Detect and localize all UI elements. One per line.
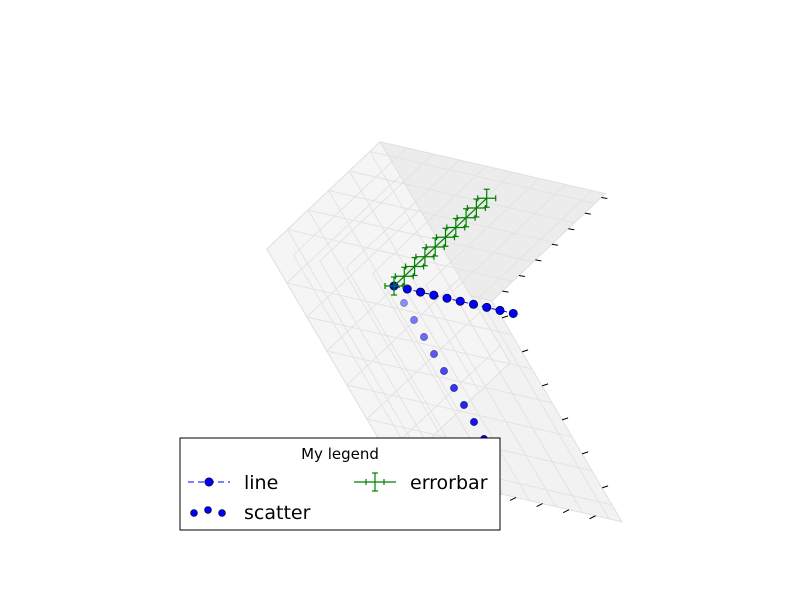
scatter-point bbox=[450, 384, 458, 392]
grid-line-x bbox=[292, 147, 424, 477]
legend-items: line errorbar scatter bbox=[188, 472, 488, 524]
legend: My legend line errorbar scatter bbox=[179, 437, 501, 531]
legend-label: scatter bbox=[244, 502, 311, 524]
tick-x bbox=[509, 497, 517, 501]
tick-z bbox=[601, 197, 608, 199]
line-series-path bbox=[393, 285, 514, 314]
tick-x bbox=[562, 509, 570, 514]
tick-x bbox=[589, 515, 596, 520]
scatter-point bbox=[430, 350, 438, 358]
tick-y bbox=[581, 451, 589, 455]
legend-label: errorbar bbox=[410, 472, 488, 494]
scatter-point bbox=[440, 367, 448, 375]
tick-z bbox=[568, 228, 575, 231]
grid-line-z bbox=[327, 189, 555, 412]
grid-line-y bbox=[285, 175, 513, 336]
line-point bbox=[455, 296, 465, 306]
grid-line-y bbox=[325, 243, 553, 404]
legend-entry-scatter: scatter bbox=[190, 502, 311, 524]
tick-y bbox=[601, 485, 609, 489]
tick-z bbox=[535, 259, 542, 262]
tick-z bbox=[551, 243, 558, 246]
scatter-point bbox=[420, 333, 428, 341]
line-point bbox=[508, 308, 518, 318]
line-point bbox=[468, 299, 478, 309]
axes-grid bbox=[285, 147, 613, 520]
tick-y bbox=[541, 383, 549, 387]
plot-area bbox=[384, 188, 518, 443]
grid-line-y bbox=[365, 311, 593, 472]
scatter-point bbox=[410, 316, 418, 324]
grid-line-x bbox=[345, 159, 477, 489]
line-point bbox=[429, 290, 439, 300]
back-left-pane bbox=[266, 141, 511, 471]
line-point bbox=[402, 284, 412, 294]
grid-line-z bbox=[348, 170, 575, 393]
line-point bbox=[442, 293, 452, 303]
legend-entry-line: line bbox=[188, 472, 278, 494]
tick-y bbox=[521, 349, 529, 353]
tick-z bbox=[518, 275, 525, 277]
grid-line-x bbox=[478, 190, 610, 520]
scatter-point bbox=[400, 299, 408, 307]
grid-line-y bbox=[305, 209, 533, 370]
grid-line-y bbox=[345, 277, 573, 438]
scatter-point bbox=[460, 401, 468, 409]
tick-x bbox=[536, 503, 543, 507]
grid-line-x bbox=[372, 165, 504, 495]
tick-y bbox=[501, 315, 509, 319]
scatter-point bbox=[470, 418, 478, 426]
legend-entry-errorbar: errorbar bbox=[354, 472, 488, 494]
errorbar-series-path bbox=[393, 197, 488, 287]
legend-box bbox=[179, 437, 501, 531]
grid-line-z bbox=[307, 209, 534, 432]
tick-z bbox=[584, 212, 591, 215]
legend-scatter-marker bbox=[190, 509, 198, 517]
line-point bbox=[482, 302, 492, 312]
axes-panes bbox=[265, 141, 624, 523]
legend-scatter-marker bbox=[204, 506, 212, 514]
line-point bbox=[495, 305, 505, 315]
grid-line-x bbox=[319, 153, 451, 483]
grid-line-z bbox=[286, 228, 513, 451]
legend-label: line bbox=[244, 472, 278, 494]
grid-line-x bbox=[425, 178, 557, 507]
tick-z bbox=[502, 290, 509, 293]
tick-y bbox=[561, 417, 569, 421]
legend-title: My legend bbox=[301, 445, 379, 463]
line-point bbox=[415, 287, 425, 297]
legend-line-marker bbox=[204, 477, 214, 487]
legend-scatter-marker bbox=[218, 509, 226, 517]
